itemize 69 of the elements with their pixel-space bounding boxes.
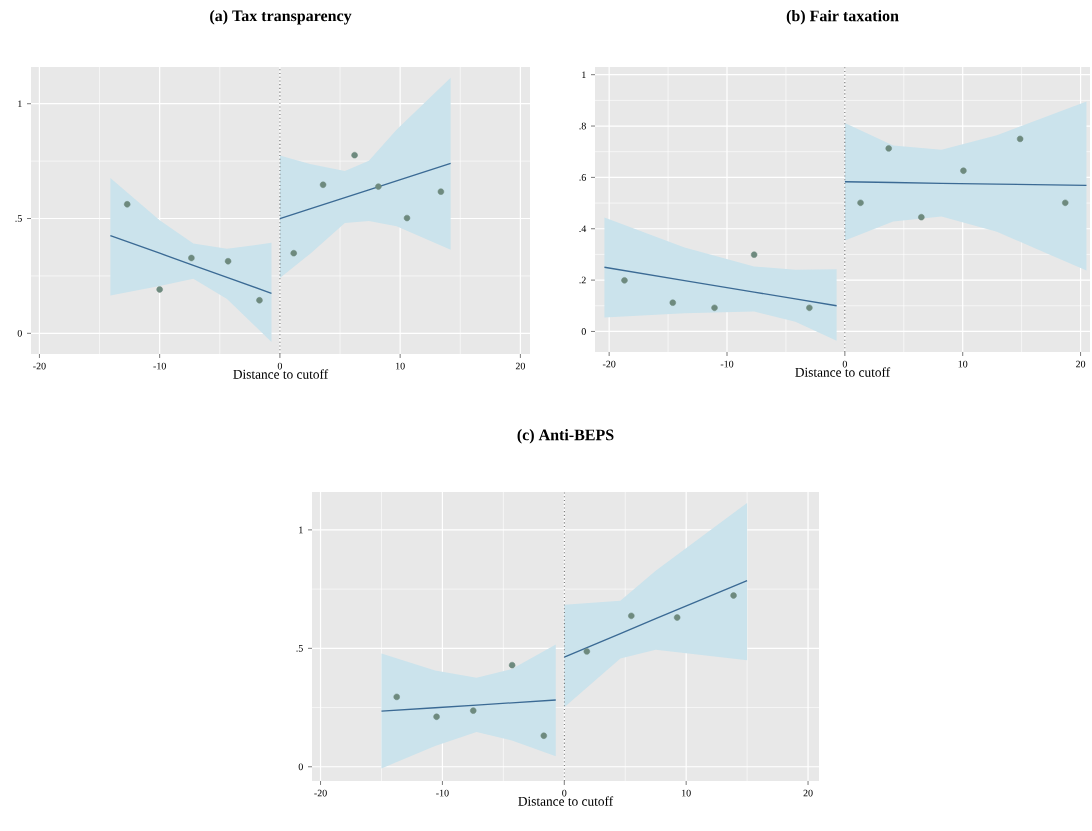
- point: [621, 277, 628, 284]
- y-tick-label: .4: [579, 225, 587, 233]
- y-tick-label: .5: [15, 215, 22, 222]
- point: [470, 707, 477, 714]
- x-tick-label: -10: [436, 789, 449, 797]
- point: [711, 304, 718, 312]
- point: [124, 201, 131, 208]
- line-series: [603, 266, 838, 307]
- y-tick-label: .2: [579, 276, 586, 284]
- point: [188, 254, 195, 262]
- x-tick-label: -20: [602, 360, 616, 368]
- point: [750, 251, 758, 258]
- point: [730, 592, 737, 599]
- x-tick-label: -10: [153, 362, 166, 370]
- x-tick-label: 20: [515, 362, 526, 370]
- x-axis-title: Distance to cutoff: [795, 367, 891, 377]
- point: [156, 286, 163, 293]
- point: [918, 213, 925, 221]
- x-tick-label: 20: [1076, 360, 1086, 368]
- y-tick-label: 0: [298, 763, 303, 771]
- chart-title: (a) Tax transparency: [210, 9, 352, 25]
- x-tick-label: 10: [396, 362, 405, 370]
- point: [1062, 199, 1069, 207]
- point: [673, 614, 681, 621]
- point: [806, 304, 813, 312]
- x-tick-label: 10: [682, 789, 691, 797]
- point: [960, 167, 967, 174]
- point: [437, 188, 445, 195]
- point: [669, 299, 676, 306]
- y-tick-label: 1: [18, 100, 22, 108]
- line-series: [380, 699, 557, 712]
- y-tick-label: .5: [296, 644, 303, 652]
- point: [628, 612, 635, 620]
- x-axis-title: Distance to cutoff: [518, 796, 614, 806]
- x-tick-label: 0: [562, 789, 567, 797]
- x-tick-label: -20: [314, 789, 327, 797]
- y-tick-label: .8: [579, 122, 586, 130]
- line-series: [563, 579, 748, 658]
- x-tick-label: 20: [803, 789, 813, 797]
- y-tick-label: 1: [582, 71, 586, 78]
- x-tick-label: 10: [958, 360, 968, 368]
- x-tick-label: -20: [33, 362, 46, 370]
- y-tick-label: 0: [17, 329, 22, 337]
- point: [403, 214, 411, 222]
- point: [256, 297, 263, 304]
- x-tick-label: 0: [277, 362, 283, 370]
- point: [885, 145, 892, 152]
- point: [393, 693, 400, 701]
- point: [351, 151, 358, 159]
- point: [857, 199, 864, 207]
- point: [508, 661, 516, 669]
- chart-title: (c) Anti-BEPS: [517, 429, 614, 444]
- point: [290, 249, 297, 257]
- y-tick-label: 1: [299, 526, 303, 534]
- line-series: [279, 162, 452, 220]
- x-tick-label: -10: [720, 360, 734, 368]
- y-tick-label: .6: [579, 174, 586, 181]
- point: [224, 258, 232, 265]
- chart-title: (b) Fair taxation: [786, 10, 899, 25]
- point: [1016, 135, 1024, 143]
- point: [540, 732, 548, 739]
- point: [319, 181, 327, 188]
- point: [583, 648, 591, 655]
- point: [375, 183, 382, 190]
- x-axis-title: Distance to cutoff: [233, 369, 329, 379]
- y-tick-label: 0: [581, 328, 586, 335]
- line-series: [109, 234, 273, 295]
- point: [433, 713, 440, 720]
- x-tick-label: 0: [842, 360, 847, 368]
